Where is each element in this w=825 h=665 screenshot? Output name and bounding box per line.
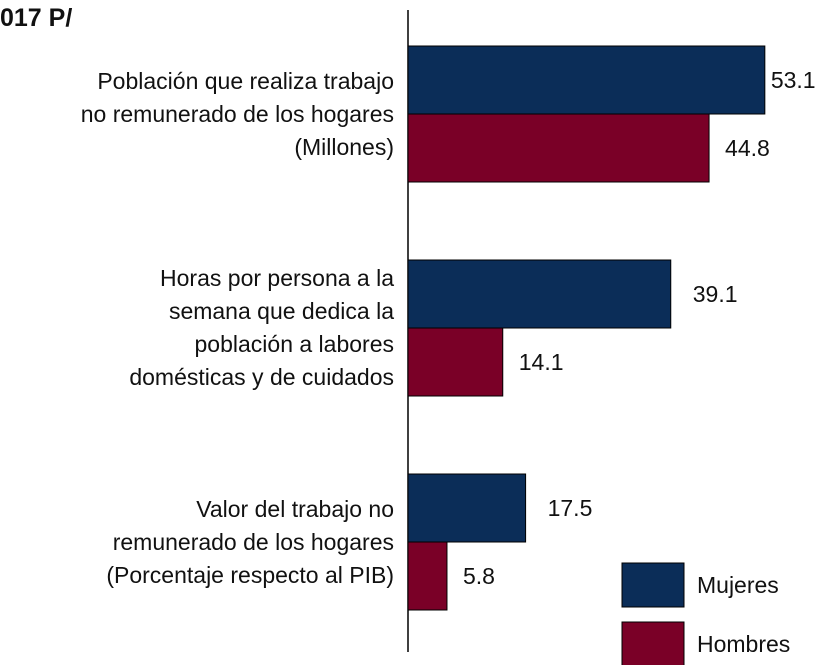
legend-label: Hombres [697,630,791,657]
value-label: 5.8 [462,562,495,589]
legend-swatch [621,621,685,665]
value-label: 39.1 [692,280,738,307]
bar [407,259,672,329]
bar [407,113,710,183]
chart-title: 017 P/ [0,4,73,32]
value-label: 53.1 [770,66,816,93]
value-label: 44.8 [725,134,770,161]
bar [407,45,766,115]
bar [407,541,448,611]
legend-swatch [621,562,685,608]
category-label: Valor del trabajo no remunerado de los h… [106,495,394,588]
legend-label: Mujeres [697,571,779,598]
value-label: 17.5 [547,494,593,521]
bar [407,473,527,543]
category-label: Población que realiza trabajo no remuner… [80,67,394,160]
bar [407,327,504,397]
category-label: Horas por persona a la semana que dedica… [129,265,394,390]
value-label: 14.1 [518,348,564,375]
